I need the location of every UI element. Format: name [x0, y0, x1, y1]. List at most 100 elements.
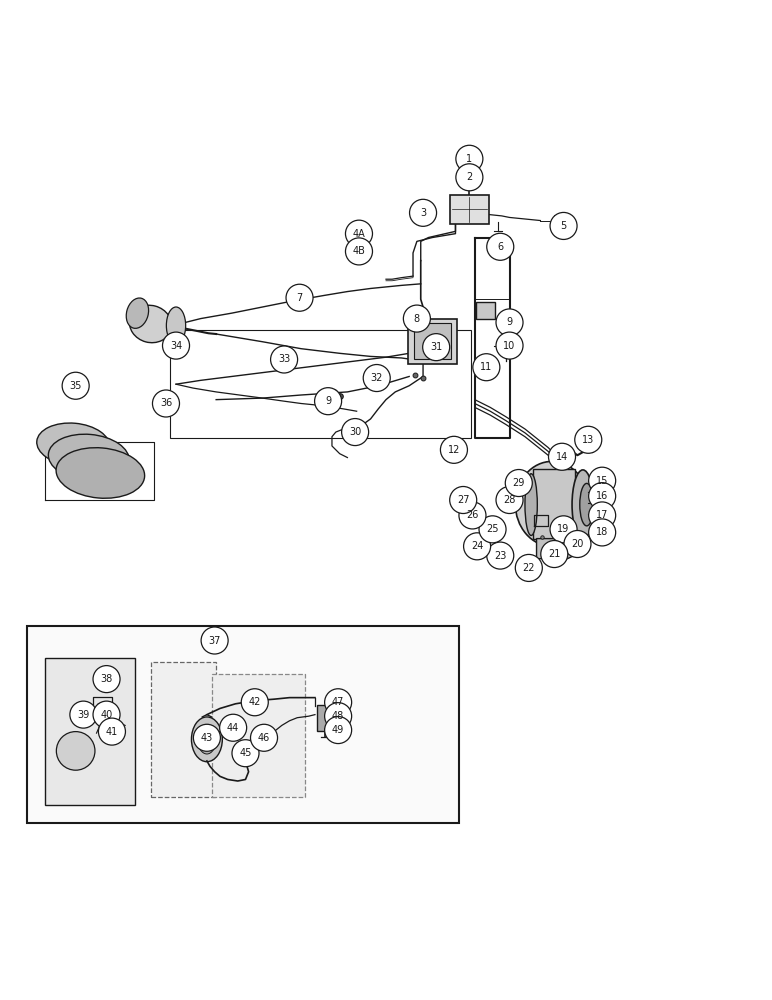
Circle shape: [574, 426, 602, 453]
Text: 10: 10: [503, 341, 516, 351]
Text: 6: 6: [497, 242, 503, 252]
Text: 17: 17: [596, 510, 608, 520]
Circle shape: [342, 419, 369, 446]
Ellipse shape: [525, 474, 537, 536]
Text: 18: 18: [596, 527, 608, 537]
Text: 9: 9: [506, 317, 513, 327]
Text: 23: 23: [494, 551, 506, 561]
Text: 24: 24: [471, 541, 483, 551]
Circle shape: [325, 703, 352, 730]
Text: 33: 33: [278, 354, 290, 364]
Text: 12: 12: [448, 445, 460, 455]
Circle shape: [540, 541, 567, 568]
Circle shape: [56, 732, 95, 770]
Text: 42: 42: [249, 697, 261, 707]
Ellipse shape: [49, 434, 129, 481]
Circle shape: [548, 443, 575, 470]
Text: 8: 8: [414, 314, 420, 324]
Circle shape: [487, 542, 514, 569]
Text: 11: 11: [480, 362, 493, 372]
Text: 13: 13: [582, 435, 594, 445]
Text: 3: 3: [420, 208, 426, 218]
Text: 40: 40: [100, 710, 113, 720]
Polygon shape: [151, 662, 216, 797]
Circle shape: [459, 502, 486, 529]
Circle shape: [99, 718, 125, 745]
Ellipse shape: [167, 307, 186, 344]
Circle shape: [314, 388, 341, 415]
Circle shape: [242, 689, 269, 716]
Text: 46: 46: [258, 733, 270, 743]
Text: 5: 5: [560, 221, 567, 231]
Text: 34: 34: [170, 341, 182, 351]
Ellipse shape: [572, 470, 594, 539]
Text: 48: 48: [332, 711, 344, 721]
Text: 4B: 4B: [353, 246, 365, 256]
Text: 43: 43: [201, 733, 213, 743]
Text: 37: 37: [208, 636, 221, 646]
Polygon shape: [212, 674, 305, 797]
Circle shape: [588, 502, 616, 529]
Text: 28: 28: [503, 495, 516, 505]
Circle shape: [404, 305, 431, 332]
Text: 21: 21: [548, 549, 560, 559]
Circle shape: [479, 516, 506, 543]
Circle shape: [271, 346, 298, 373]
Text: 29: 29: [513, 478, 525, 488]
FancyBboxPatch shape: [414, 323, 451, 359]
Polygon shape: [537, 539, 577, 559]
FancyBboxPatch shape: [408, 319, 457, 364]
Circle shape: [505, 470, 533, 497]
Text: 16: 16: [596, 491, 608, 501]
Ellipse shape: [130, 305, 171, 343]
FancyBboxPatch shape: [450, 195, 489, 224]
Text: 19: 19: [557, 524, 570, 534]
Text: 7: 7: [296, 293, 303, 303]
Text: 9: 9: [325, 396, 331, 406]
Circle shape: [496, 486, 523, 514]
Text: 49: 49: [332, 725, 344, 735]
Text: 4A: 4A: [353, 229, 365, 239]
Polygon shape: [533, 469, 575, 539]
Circle shape: [455, 145, 483, 172]
Circle shape: [286, 284, 313, 311]
Text: 30: 30: [349, 427, 361, 437]
Circle shape: [496, 332, 523, 359]
Circle shape: [550, 212, 577, 239]
Circle shape: [62, 372, 90, 399]
Text: 1: 1: [466, 154, 472, 164]
Circle shape: [220, 714, 247, 741]
Text: 32: 32: [371, 373, 383, 383]
Text: 45: 45: [239, 748, 252, 758]
Circle shape: [93, 701, 120, 728]
Circle shape: [346, 220, 373, 247]
Circle shape: [69, 701, 97, 728]
Circle shape: [325, 689, 352, 716]
Circle shape: [325, 717, 352, 744]
Circle shape: [250, 724, 278, 751]
Circle shape: [232, 740, 259, 767]
Ellipse shape: [580, 483, 594, 526]
Polygon shape: [45, 658, 135, 805]
Text: 27: 27: [457, 495, 469, 505]
Ellipse shape: [127, 298, 148, 328]
Text: 22: 22: [523, 563, 535, 573]
Circle shape: [496, 309, 523, 336]
Circle shape: [201, 627, 229, 654]
Text: 36: 36: [160, 398, 172, 408]
Text: 41: 41: [106, 727, 118, 737]
Text: 14: 14: [556, 452, 568, 462]
Circle shape: [93, 666, 120, 693]
Circle shape: [194, 724, 221, 751]
Circle shape: [588, 467, 616, 494]
Text: 38: 38: [100, 674, 113, 684]
Bar: [27, 626, 459, 823]
Circle shape: [410, 199, 437, 226]
Text: 35: 35: [69, 381, 82, 391]
Circle shape: [153, 390, 179, 417]
Circle shape: [588, 483, 616, 510]
Circle shape: [472, 354, 500, 381]
Ellipse shape: [198, 725, 216, 754]
Text: 31: 31: [430, 342, 442, 352]
Ellipse shape: [516, 461, 588, 546]
